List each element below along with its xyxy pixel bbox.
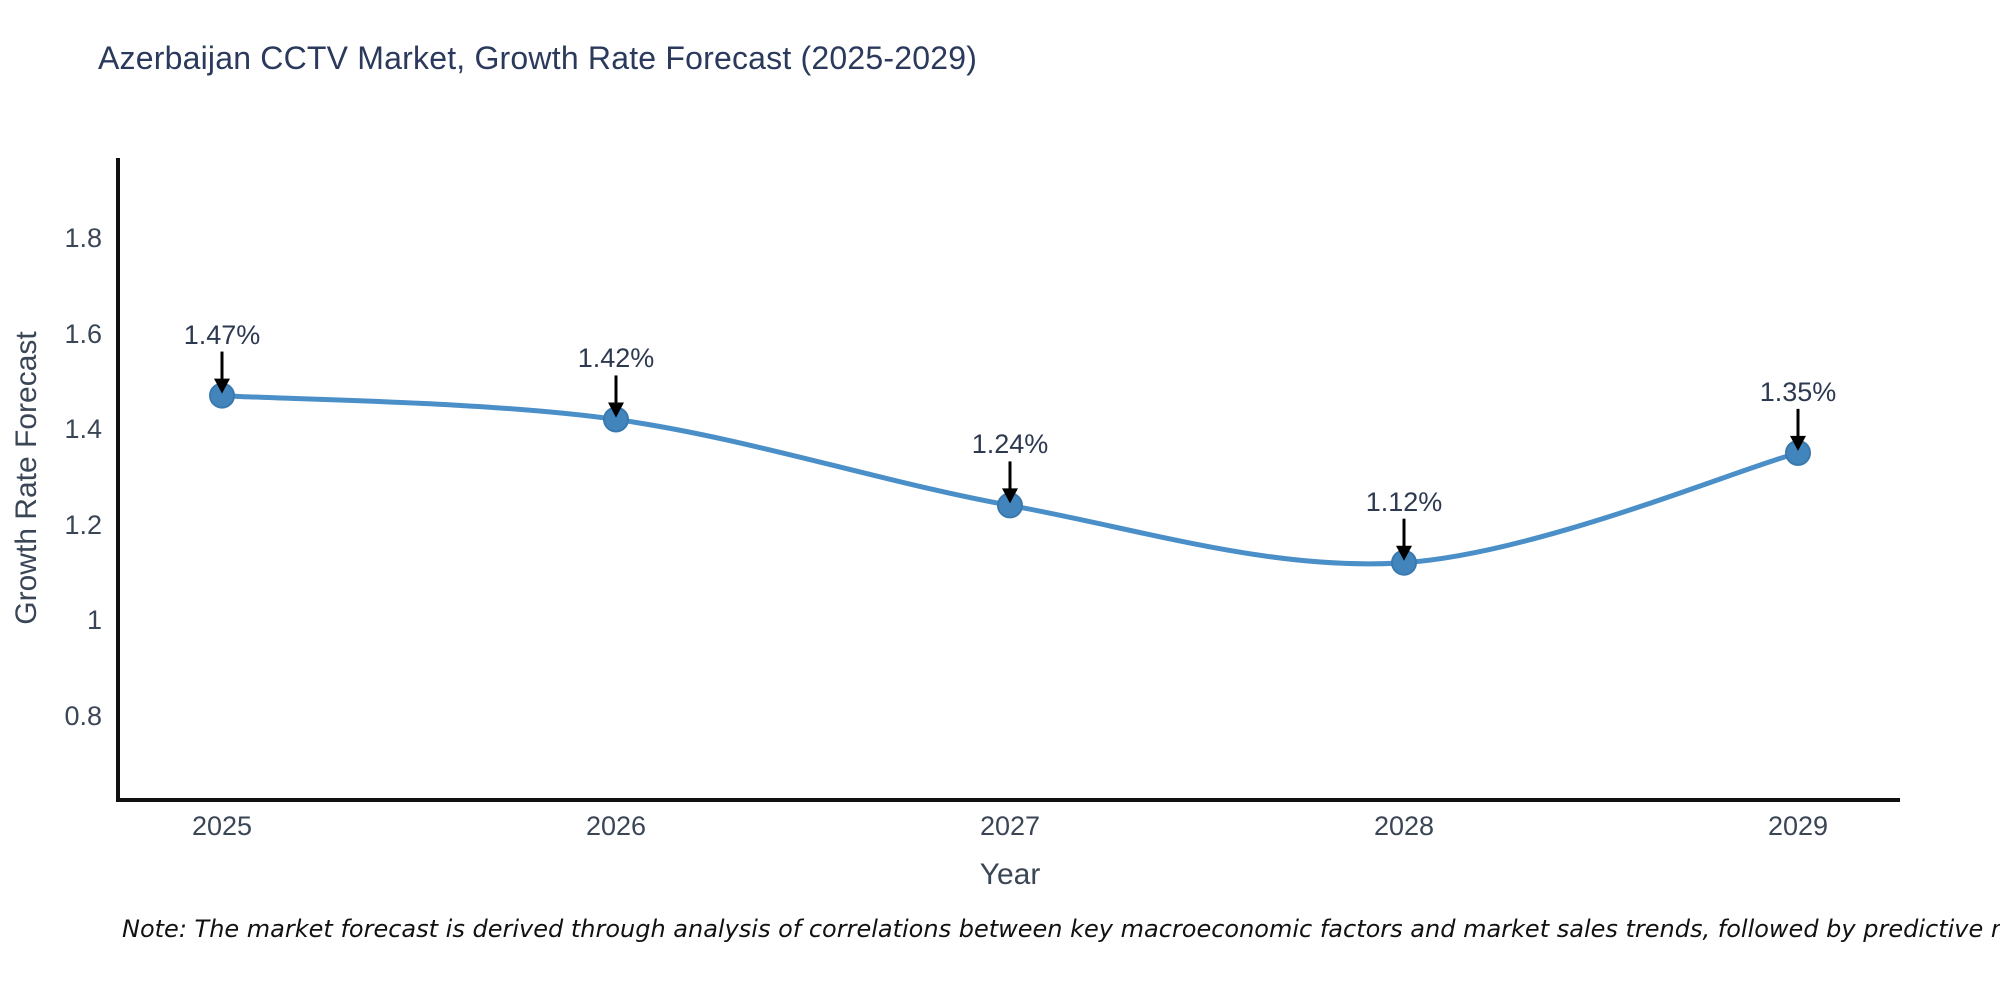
- y-tick-label: 1.2: [64, 509, 102, 540]
- y-tick-label: 0.8: [64, 700, 102, 731]
- data-point-label: 1.35%: [1759, 376, 1837, 407]
- y-tick-label: 1.6: [64, 318, 102, 349]
- annotation-arrow-head: [1790, 435, 1806, 451]
- annotation-arrows: [214, 351, 1806, 561]
- x-tick-label: 2028: [1373, 811, 1435, 841]
- x-tick-label: 2027: [979, 811, 1041, 841]
- chart-title: Azerbaijan CCTV Market, Growth Rate Fore…: [98, 40, 978, 76]
- annotation-arrow-head: [608, 402, 624, 418]
- x-tick-label: 2026: [585, 811, 647, 841]
- annotation-arrow-head: [214, 378, 230, 394]
- x-axis-title: Year: [979, 858, 1041, 891]
- y-tick-label: 1.4: [64, 414, 102, 444]
- footnote: Note: The market forecast is derived thr…: [122, 915, 2000, 943]
- data-point-label: 1.42%: [577, 343, 655, 374]
- annotation-arrow-head: [1002, 488, 1018, 504]
- data-point-label: 1.24%: [971, 429, 1049, 460]
- x-tick-label: 2029: [1767, 811, 1829, 841]
- annotation-arrow-head: [1396, 545, 1412, 561]
- data-point-label: 1.12%: [1365, 486, 1443, 517]
- y-tick-label: 1: [86, 605, 102, 635]
- data-point-label: 1.47%: [183, 319, 261, 350]
- y-tick-label: 1.8: [64, 223, 102, 253]
- x-tick-label: 2025: [191, 811, 253, 841]
